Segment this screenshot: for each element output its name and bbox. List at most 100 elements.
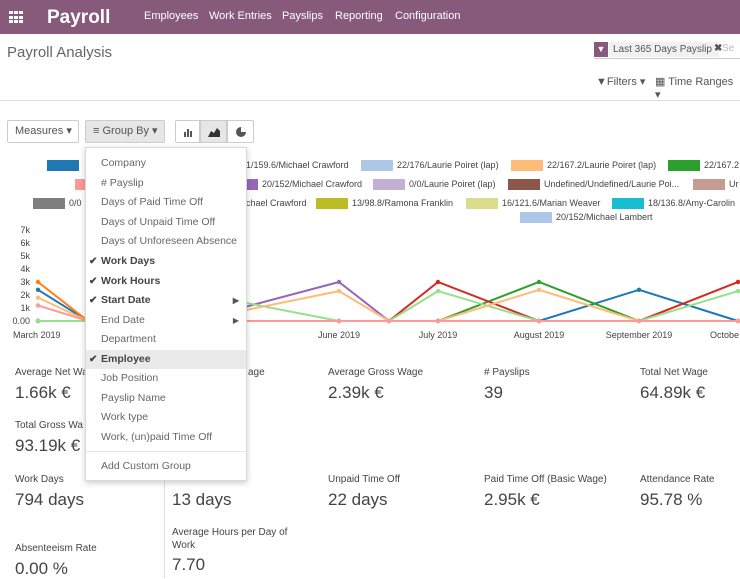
group-by-option[interactable]: ✔ Work Days	[86, 252, 246, 271]
data-point	[536, 279, 542, 285]
measures-button[interactable]: Measures ▾	[7, 120, 79, 143]
group-by-option[interactable]: ✔ Start Date ▶	[86, 291, 246, 310]
checkmark-icon: ✔	[89, 276, 98, 287]
group-by-option[interactable]: Department	[101, 333, 156, 345]
y-tick-label: 3k	[20, 277, 30, 287]
legend-label: 20/152/Michael Lambert	[556, 212, 653, 222]
kpi-work-hours[interactable]: 13 days	[172, 490, 232, 509]
kpi-work-days[interactable]: Work Days 794 days	[15, 474, 84, 509]
group-by-option[interactable]: Days of Unforeseen Absence	[101, 235, 237, 247]
group-by-option[interactable]: End Date ▶	[86, 311, 246, 330]
checkmark-icon: ✔	[89, 354, 98, 365]
checkmark-icon: ✔	[89, 295, 98, 306]
data-point	[35, 279, 41, 285]
data-point	[435, 318, 441, 324]
group-by-option[interactable]: ✔ Employee	[86, 350, 246, 369]
group-by-option[interactable]: Work type	[101, 411, 149, 423]
menu-work-entries[interactable]: Work Entries	[209, 10, 272, 22]
caret-down-icon: ▾	[152, 125, 158, 137]
group-by-option[interactable]: ✔ Work Hours	[86, 272, 246, 291]
legend-swatch	[373, 179, 405, 190]
kpi-total-net-wage[interactable]: Total Net Wage 64.89k €	[640, 367, 708, 402]
line-chart-button[interactable]	[200, 120, 227, 143]
apps-menu-icon[interactable]	[9, 11, 23, 24]
kpi-average-hours-per-day[interactable]: Average Hours per Day of Work 7.70	[172, 527, 288, 574]
y-tick-label: 4k	[20, 264, 30, 274]
data-point	[336, 279, 342, 285]
y-tick-label: 5k	[20, 251, 30, 261]
menu-payslips[interactable]: Payslips	[282, 10, 323, 22]
legend-swatch	[47, 160, 79, 171]
legend-swatch	[668, 160, 700, 171]
search-facet: Last 365 Days Payslip	[609, 42, 719, 57]
group-by-option[interactable]: Days of Unpaid Time Off	[101, 216, 216, 228]
list-icon: ≡	[93, 125, 100, 137]
group-by-option[interactable]: # Payslip	[101, 177, 144, 189]
group-by-option[interactable]: Work, (un)paid Time Off	[101, 431, 213, 443]
filter-icon: ▼	[594, 42, 608, 57]
kpi-paid-time-off[interactable]: Paid Time Off (Basic Wage) 2.95k €	[484, 474, 607, 509]
legend-swatch	[316, 198, 348, 209]
group-by-option[interactable]: Company	[101, 157, 146, 169]
page-title: Payroll Analysis	[7, 44, 113, 61]
x-tick-label: August 2019	[514, 330, 565, 340]
group-by-option[interactable]: Job Position	[101, 372, 159, 384]
search-bar[interactable]: ▼ Last 365 Days Payslip ✖ Se	[594, 41, 740, 59]
x-tick-label: Octobe	[710, 330, 739, 340]
kpi-total-gross-wage[interactable]: Total Gross Wa 93.19k €	[15, 420, 83, 455]
legend-swatch	[693, 179, 725, 190]
divider	[86, 451, 246, 452]
menu-reporting[interactable]: Reporting	[335, 10, 383, 22]
legend-swatch	[612, 198, 644, 209]
y-tick-label: 2k	[20, 290, 30, 300]
kpi-average-net-wage[interactable]: Average Net Wa 1.66k €	[15, 367, 88, 402]
pie-chart-button[interactable]	[227, 120, 254, 143]
filters-dropdown[interactable]: ▼Filters ▾	[596, 76, 646, 88]
top-navbar: Payroll Employees Work Entries Payslips …	[0, 0, 740, 34]
data-point	[35, 295, 41, 300]
data-point	[735, 279, 740, 285]
remove-facet-icon[interactable]: ✖	[714, 43, 723, 54]
legend-swatch	[466, 198, 498, 209]
legend-label: Undefined/Undefined/Laurie Poi...	[544, 179, 680, 189]
legend-label: 1/159.6/Michael Crawford	[246, 160, 349, 170]
data-point	[336, 318, 342, 324]
y-tick-label: 6k	[20, 238, 30, 248]
legend-swatch	[508, 179, 540, 190]
data-point	[435, 279, 441, 285]
data-point	[636, 318, 642, 324]
group-by-button[interactable]: ≡ Group By ▾	[85, 120, 165, 143]
caret-right-icon: ▶	[232, 316, 239, 325]
menu-configuration[interactable]: Configuration	[395, 10, 461, 22]
legend-label: 16/121.6/Marian Weaver	[502, 198, 601, 208]
data-point	[336, 288, 342, 294]
menu-employees[interactable]: Employees	[144, 10, 199, 22]
app-brand[interactable]: Payroll	[47, 7, 111, 28]
legend-label: 18/136.8/Amy-Carolin	[648, 198, 736, 208]
legend-label: 22/167.2/Laurie Poiret (lap)	[547, 160, 657, 170]
bar-chart-button[interactable]	[175, 120, 200, 143]
search-input[interactable]: Se	[722, 43, 735, 54]
legend-swatch	[511, 160, 543, 171]
x-tick-label: June 2019	[318, 330, 360, 340]
add-custom-group-option[interactable]: Add Custom Group	[101, 460, 191, 472]
calendar-icon: ▦	[655, 76, 666, 88]
time-ranges-dropdown[interactable]: ▦ Time Ranges ▾	[655, 76, 734, 101]
control-panel: Payroll Analysis ▼ Last 365 Days Payslip…	[0, 34, 740, 101]
caret-down-icon: ▾	[639, 76, 646, 88]
legend-swatch	[520, 212, 552, 223]
group-by-option[interactable]: Payslip Name	[101, 392, 166, 404]
kpi-average-gross-wage[interactable]: Average Gross Wage 2.39k €	[328, 367, 424, 402]
group-by-option[interactable]: Days of Paid Time Off	[101, 196, 203, 208]
data-point	[735, 288, 740, 294]
kpi-payslips[interactable]: # Payslips 39	[484, 367, 530, 402]
caret-right-icon: ▶	[232, 296, 239, 305]
kpi-attendance-rate[interactable]: Attendance Rate 95.78 %	[640, 474, 715, 509]
x-tick-label: March 2019	[13, 330, 61, 340]
data-point	[35, 318, 41, 324]
kpi-unpaid-time-off[interactable]: Unpaid Time Off 22 days	[328, 474, 401, 509]
kpi-absenteeism-rate[interactable]: Absenteeism Rate 0.00 %	[15, 543, 97, 578]
legend-swatch	[361, 160, 393, 171]
kpi-average-basic-wage[interactable]: age	[248, 367, 265, 378]
data-point	[536, 318, 542, 324]
